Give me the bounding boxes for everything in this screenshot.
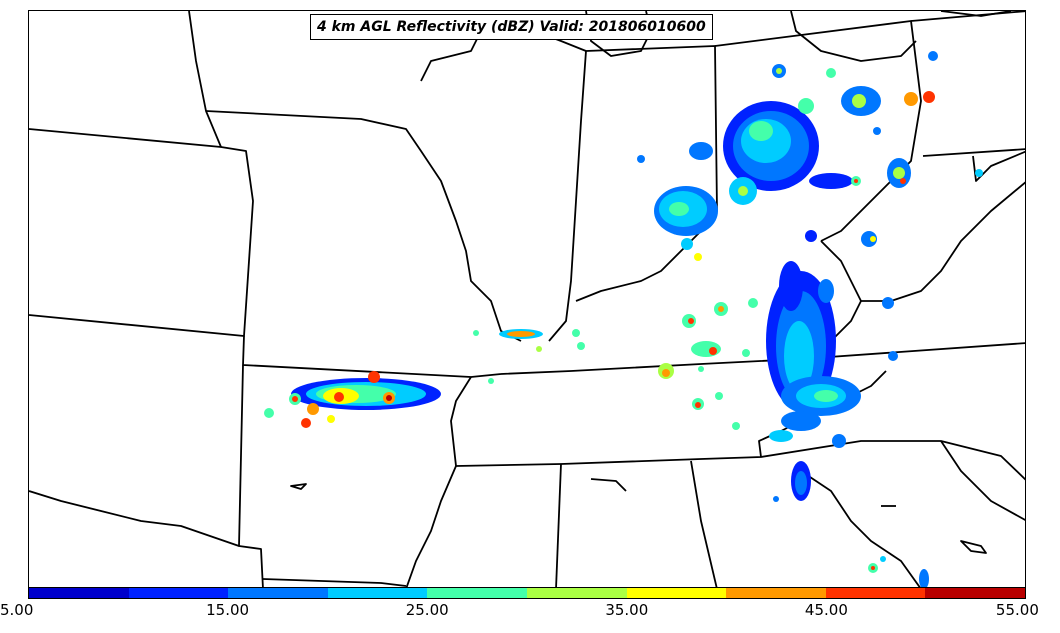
reflectivity-colorbar [28,587,1026,599]
colorbar-segment [327,588,428,598]
colorbar-segment [825,588,926,598]
map-title: 4 km AGL Reflectivity (dBZ) Valid: 20180… [310,14,713,40]
colorbar-tick-label: 15.00 [206,601,250,619]
colorbar-segment [228,588,328,598]
map-frame [28,10,1026,588]
radar-echoes [264,51,983,587]
colorbar-segment [526,588,627,598]
state-borders [29,11,1025,587]
colorbar-segment [626,588,727,598]
colorbar-tick-label: 45.00 [804,601,848,619]
colorbar-tick-label: 55.00 [995,601,1039,619]
colorbar-tick-label: 35.00 [605,601,649,619]
colorbar-segment [427,588,527,598]
map-canvas [29,11,1025,587]
colorbar-segment [128,588,229,598]
colorbar-tick-label: 5.00 [0,601,34,619]
colorbar-segment [726,588,826,598]
colorbar-tick-label: 25.00 [405,601,449,619]
colorbar-segment [925,588,1025,598]
colorbar-segment [29,588,129,598]
